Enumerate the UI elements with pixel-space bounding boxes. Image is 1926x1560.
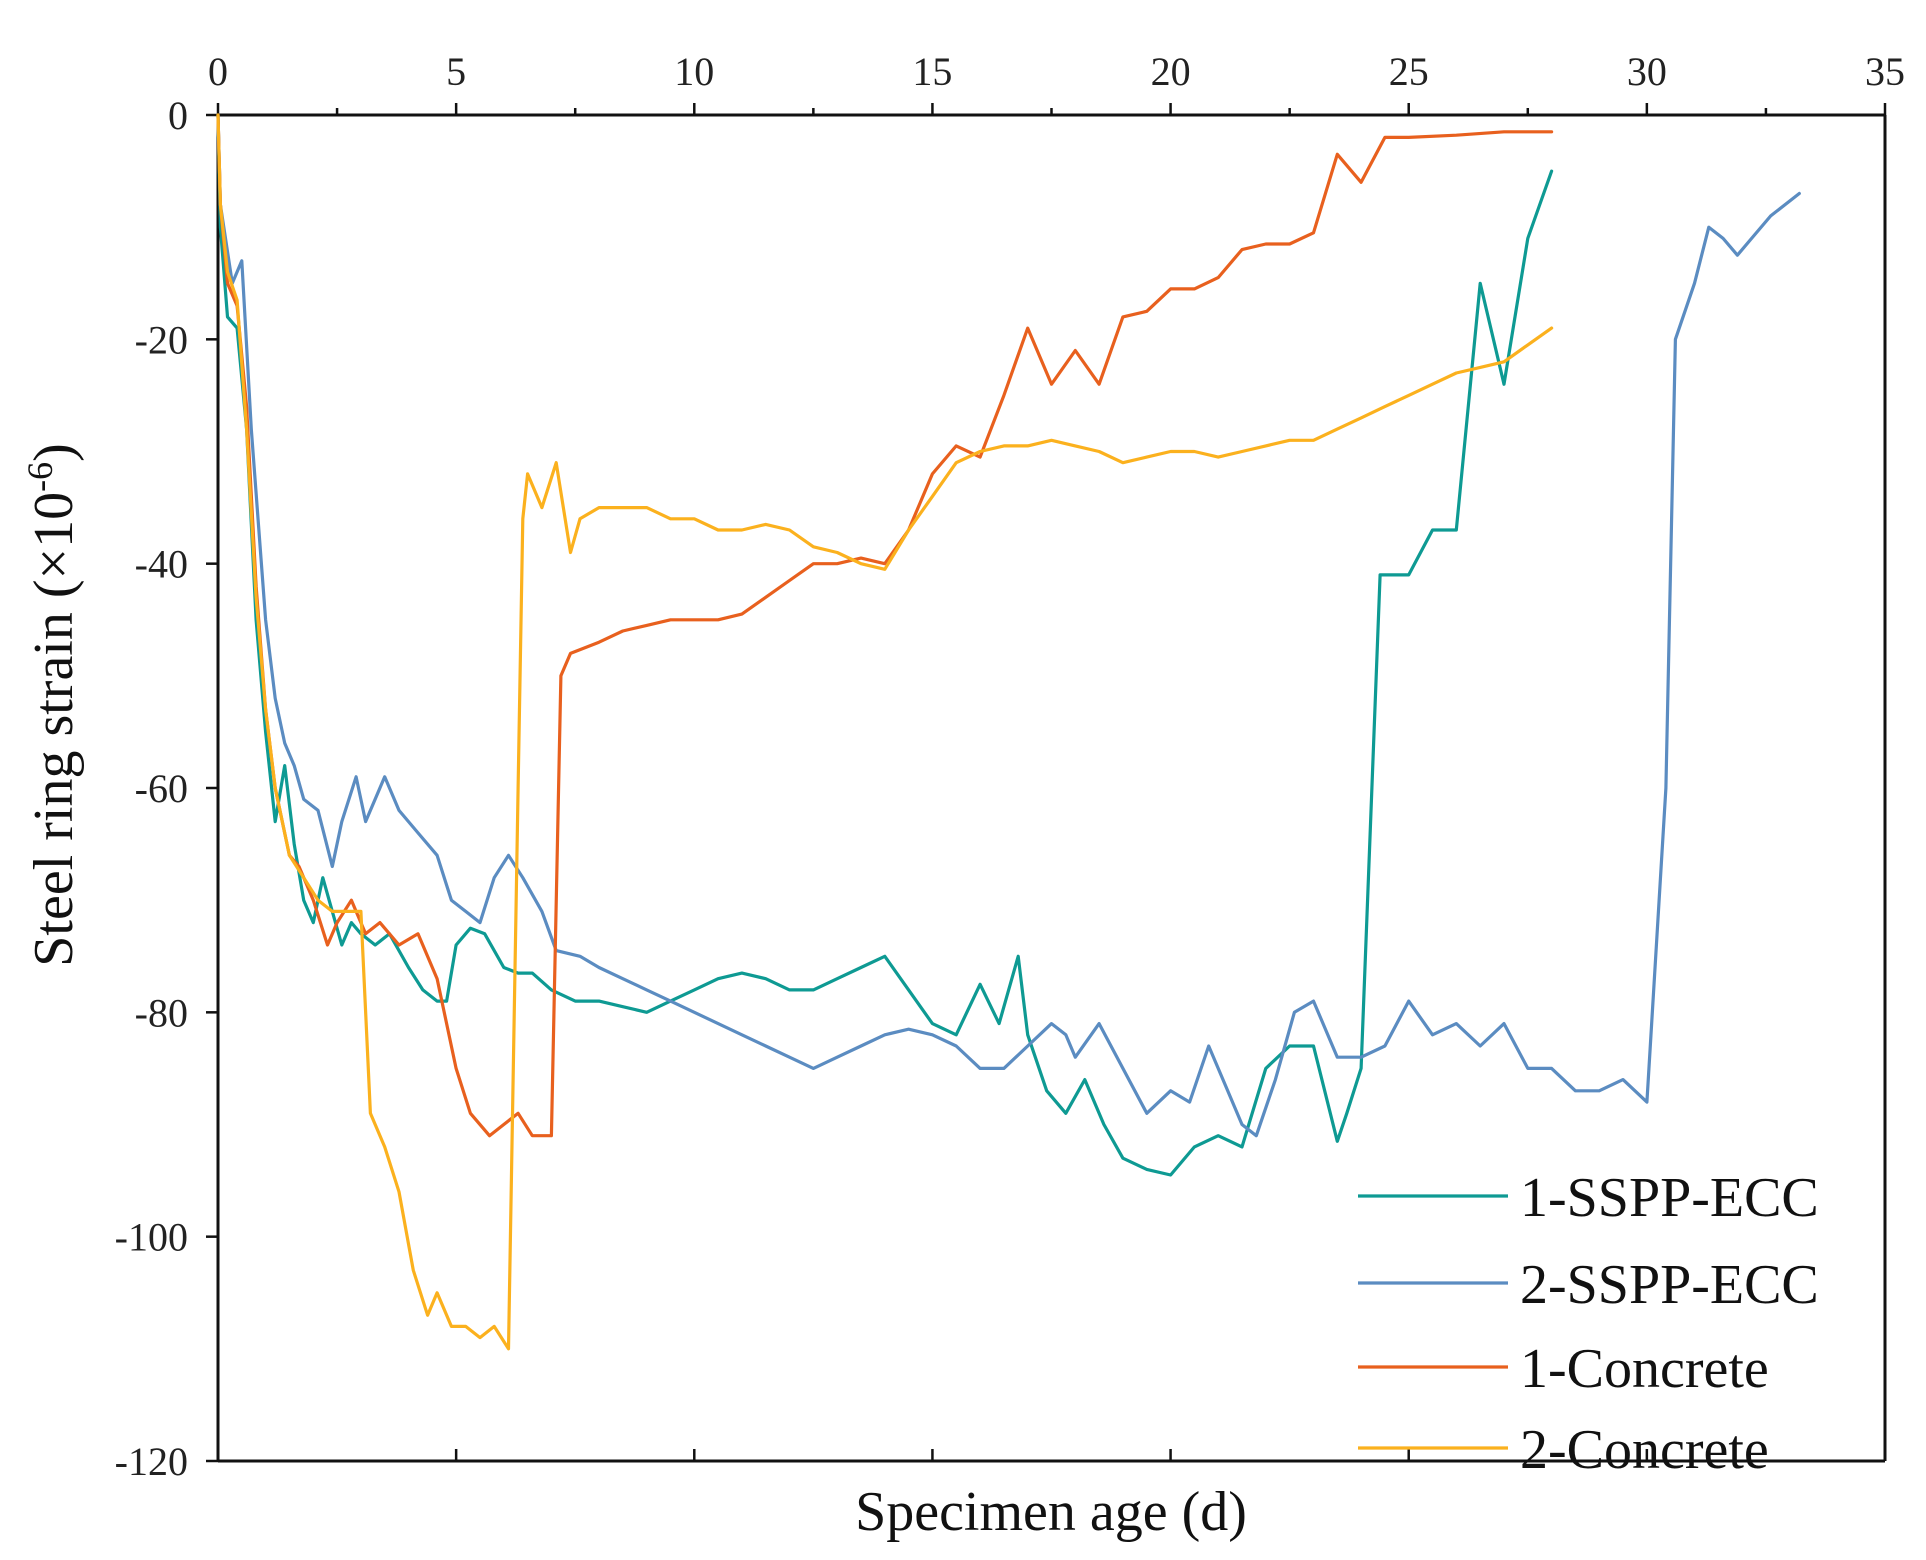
- x-tick-label: 35: [1865, 49, 1905, 94]
- legend-label-2-sspp-ecc: 2-SSPP-ECC: [1520, 1254, 1819, 1316]
- y-tick-label: 0: [168, 93, 188, 138]
- series-line-2-concrete: [216, 113, 1554, 1351]
- y-tick-label: -20: [135, 317, 188, 362]
- y-axis-title-group: Steel ring strain (×10-6): [20, 443, 85, 966]
- x-tick-label: 25: [1389, 49, 1429, 94]
- x-tick-label: 5: [446, 49, 466, 94]
- x-tick-label: 0: [208, 49, 228, 94]
- x-tick-label: 15: [912, 49, 952, 94]
- y-axis-title-main: Steel ring strain (×10: [23, 492, 85, 967]
- y-tick-label: -80: [135, 990, 188, 1035]
- legend-label-1-concrete: 1-Concrete: [1520, 1338, 1769, 1400]
- legend: 1-SSPP-ECC 2-SSPP-ECC 1-Concrete 2-Concr…: [1358, 1167, 1819, 1481]
- series-line-2-sspp-ecc: [216, 113, 1801, 1138]
- legend-label-2-concrete: 2-Concrete: [1520, 1419, 1769, 1481]
- y-axis-title-sup: -6: [20, 462, 60, 492]
- x-axis-ticks: 0 5 10 15 20 25 30 35: [208, 49, 1905, 1461]
- series-line-1-sspp-ecc: [216, 113, 1554, 1177]
- y-axis-ticks: 0 -20 -40 -60 -80 -100 -120: [115, 93, 218, 1484]
- y-axis-title: Steel ring strain (×10-6): [20, 443, 85, 966]
- y-axis-title-close: ): [23, 443, 85, 462]
- y-tick-label: -60: [135, 766, 188, 811]
- x-tick-label: 20: [1151, 49, 1191, 94]
- series-line-1-concrete: [216, 113, 1554, 1138]
- x-axis-title: Specimen age (d): [855, 1481, 1247, 1543]
- x-tick-label: 30: [1627, 49, 1667, 94]
- y-tick-label: -40: [135, 542, 188, 587]
- y-tick-label: -120: [115, 1439, 188, 1484]
- legend-label-1-sspp-ecc: 1-SSPP-ECC: [1520, 1167, 1819, 1229]
- series-layer: [216, 113, 1801, 1351]
- y-tick-label: -100: [115, 1215, 188, 1260]
- x-tick-label: 10: [674, 49, 714, 94]
